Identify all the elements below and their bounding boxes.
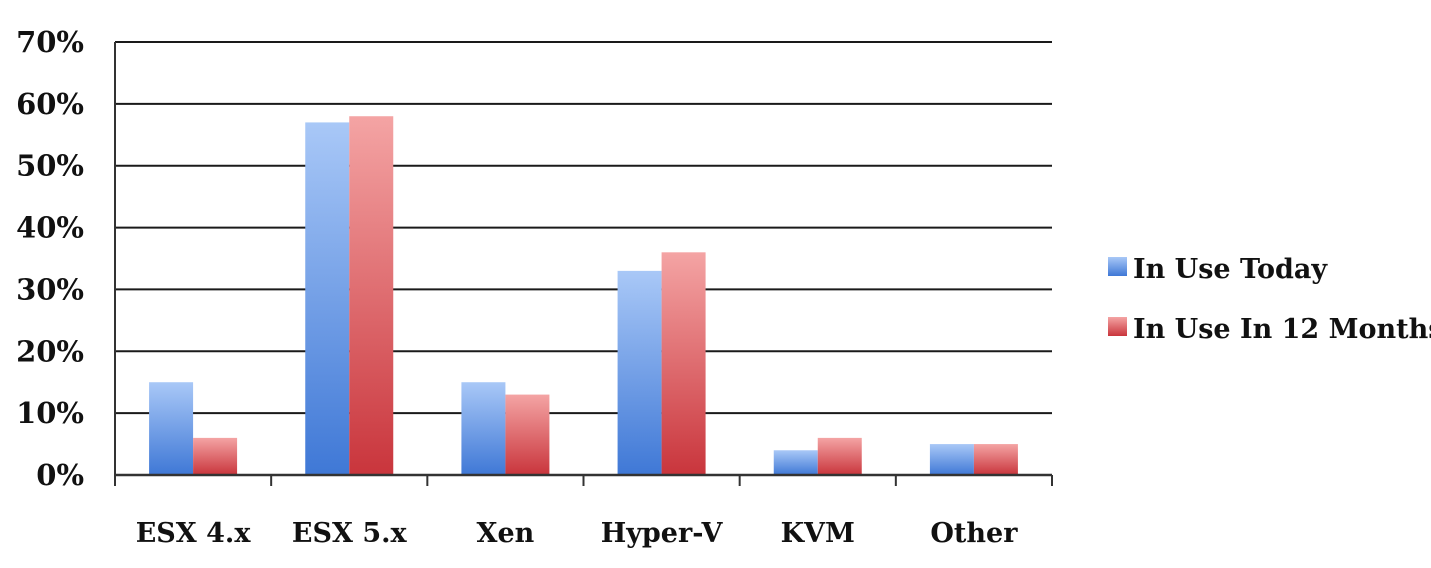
bar-in-use-today bbox=[929, 444, 974, 475]
y-tick-label: 50% bbox=[16, 149, 84, 183]
bar-in-use-in-12-months bbox=[973, 444, 1018, 475]
y-tick-label: 10% bbox=[16, 396, 84, 430]
x-category-label: KVM bbox=[781, 518, 855, 549]
bar-in-use-in-12-months bbox=[661, 252, 706, 475]
bar-in-use-in-12-months bbox=[193, 437, 238, 475]
bar-in-use-today bbox=[305, 122, 350, 476]
x-category-label: Hyper-V bbox=[601, 518, 724, 549]
y-tick-label: 60% bbox=[16, 87, 84, 121]
bar-in-use-in-12-months bbox=[349, 116, 394, 475]
legend: In Use Today In Use In 12 Months bbox=[1108, 254, 1431, 345]
x-axis-category-labels: ESX 4.x ESX 5.x Xen Hyper-V KVM Other bbox=[136, 518, 1018, 549]
legend-label: In Use Today bbox=[1133, 254, 1328, 285]
y-tick-label: 40% bbox=[16, 211, 84, 245]
gridlines bbox=[115, 41, 1052, 415]
x-axis bbox=[114, 42, 1053, 486]
bars bbox=[149, 116, 1018, 476]
bar-in-use-in-12-months bbox=[817, 437, 862, 475]
x-category-label: ESX 4.x bbox=[136, 518, 252, 549]
bar-in-use-today bbox=[773, 450, 818, 475]
x-category-label: Other bbox=[930, 518, 1018, 549]
y-tick-label: 30% bbox=[16, 272, 84, 306]
y-axis-tick-labels: 0% 10% 20% 30% 40% 50% 60% 70% bbox=[16, 25, 84, 492]
x-category-label: Xen bbox=[477, 518, 535, 549]
legend-label: In Use In 12 Months bbox=[1133, 314, 1431, 345]
legend-swatch bbox=[1108, 257, 1127, 276]
bar-in-use-in-12-months bbox=[505, 394, 550, 475]
x-category-label: ESX 5.x bbox=[292, 518, 408, 549]
bar-in-use-today bbox=[617, 270, 662, 475]
bar-in-use-today bbox=[461, 382, 506, 475]
y-tick-label: 20% bbox=[16, 334, 84, 368]
legend-swatch bbox=[1108, 317, 1127, 336]
y-tick-label: 0% bbox=[36, 458, 84, 492]
bar-in-use-today bbox=[149, 382, 194, 475]
y-tick-label: 70% bbox=[16, 25, 84, 59]
